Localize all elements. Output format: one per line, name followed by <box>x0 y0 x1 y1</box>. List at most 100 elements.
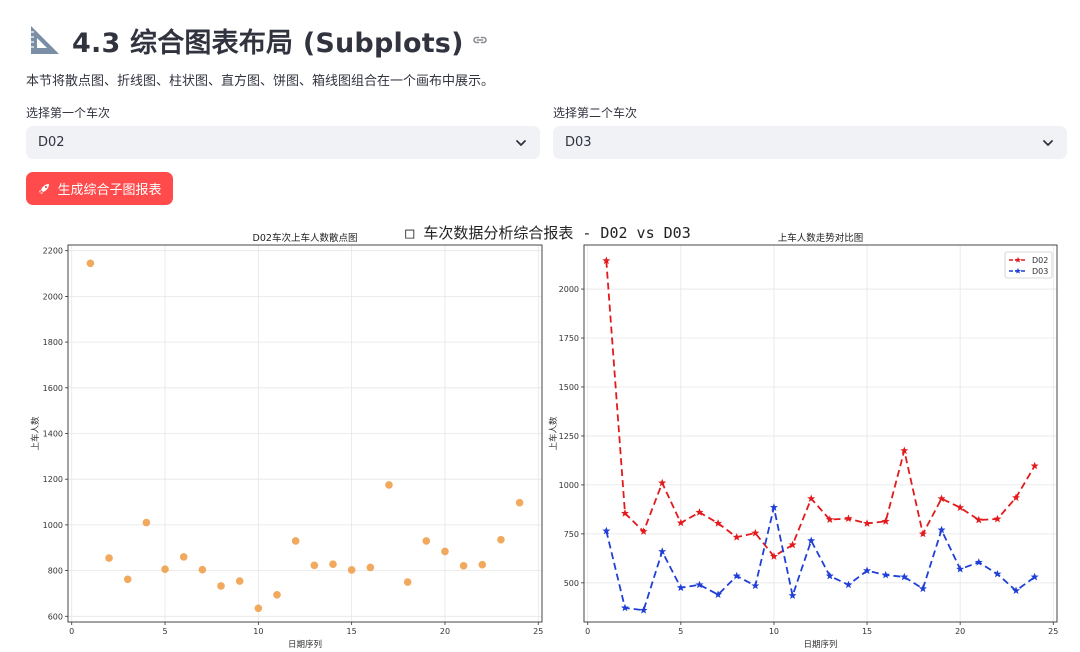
series-point-D03 <box>732 571 741 580</box>
series-point-D03 <box>751 581 760 590</box>
series-point-D02 <box>639 527 648 535</box>
scatter-point <box>366 563 375 572</box>
series-point-D03 <box>602 526 611 535</box>
scatter-point <box>422 537 431 545</box>
x-tick-label: 0 <box>69 627 74 636</box>
series-point-D02 <box>658 478 667 487</box>
y-tick-label: 2000 <box>559 285 579 294</box>
second-train-label: 选择第二个车次 <box>553 106 638 120</box>
x-tick-label: 5 <box>678 627 683 636</box>
scatter-point <box>403 578 412 586</box>
series-point-D02 <box>602 256 611 265</box>
generate-report-label: 生成综合子图报表 <box>57 182 162 197</box>
series-point-D03 <box>937 525 946 534</box>
series-point-D02 <box>863 519 872 527</box>
series-point-D03 <box>788 591 797 599</box>
series-point-D03 <box>639 606 648 614</box>
series-line-D03 <box>605 507 1036 612</box>
scatter-point <box>123 575 132 584</box>
triangle-ruler-icon <box>31 26 59 54</box>
scatter-point <box>459 561 468 570</box>
series-point-D02 <box>993 514 1002 523</box>
y-tick-label: 1500 <box>559 383 579 392</box>
scatter-point <box>142 518 151 527</box>
y-tick-label: 600 <box>48 612 63 621</box>
report-figure: □ 车次数据分析综合报表 - D02 vs D03 0 5 10 15 20 25 600 8… <box>30 224 1058 650</box>
series-point-D03 <box>769 503 778 511</box>
series-point-D03 <box>863 566 872 575</box>
series-point-D03 <box>900 572 909 581</box>
x-tick-label: 0 <box>585 627 590 636</box>
y-tick-label: 1400 <box>43 430 63 439</box>
series-point-D02 <box>956 503 965 512</box>
scatter-point <box>347 566 356 574</box>
series-point-D02 <box>937 494 946 503</box>
x-axis-label: 日期序列 <box>803 639 837 650</box>
subplot-title: D02车次上车人数散点图 <box>253 232 358 244</box>
series-point-D02 <box>1012 493 1021 502</box>
series-point-D02 <box>676 518 685 527</box>
y-tick-label: 500 <box>564 579 579 588</box>
scatter-point <box>478 560 487 569</box>
page-header: 4.3 综合图表布局 (Subplots) <box>28 18 488 62</box>
scatter-point <box>86 259 95 268</box>
y-tick-label: 1000 <box>43 521 63 530</box>
series-point-D03 <box>844 580 853 589</box>
second-train-select[interactable]: D03 <box>553 126 1067 159</box>
series-line-D02 <box>605 260 1036 558</box>
series-point-D03 <box>1030 572 1039 581</box>
y-tick-label: 750 <box>564 530 579 539</box>
series-point-D03 <box>825 571 834 580</box>
y-axis-label: 上车人数 <box>30 416 41 451</box>
series-point-D02 <box>732 533 741 541</box>
series-point-D02 <box>1030 461 1039 470</box>
series-point-D02 <box>844 514 853 522</box>
series-point-D03 <box>695 580 704 589</box>
scatter-point <box>105 554 113 562</box>
series-point-D02 <box>714 519 723 527</box>
series-point-D03 <box>974 558 983 566</box>
y-tick-label: 2000 <box>43 292 63 301</box>
y-tick-label: 800 <box>48 567 63 576</box>
x-tick-label: 25 <box>1048 627 1058 636</box>
y-tick-label: 1000 <box>559 481 579 490</box>
page-title: 4.3 综合图表布局 (Subplots) <box>72 27 464 59</box>
scatter-point <box>291 537 300 545</box>
scatter-point <box>441 547 449 556</box>
section-description: 本节将散点图、折线图、柱状图、直方图、饼图、箱线图组合在一个画布中展示。 <box>26 74 495 89</box>
scatter-point <box>497 535 505 544</box>
legend-marker <box>1014 256 1022 263</box>
x-tick-label: 10 <box>253 627 263 636</box>
y-axis-label: 上车人数 <box>548 416 559 451</box>
first-train-select[interactable]: D02 <box>26 126 540 159</box>
series-point-D02 <box>881 517 890 525</box>
series-point-D03 <box>714 590 723 598</box>
generate-report-button[interactable]: 生成综合子图报表 <box>26 172 173 205</box>
scatter-point <box>235 577 244 585</box>
figure-suptitle: □ 车次数据分析综合报表 - D02 vs D03 <box>405 224 690 242</box>
chevron-down-icon <box>1043 139 1053 146</box>
link-icon[interactable] <box>472 32 488 48</box>
subplot-title: 上车人数走势对比图 <box>778 232 864 244</box>
series-point-D03 <box>918 584 927 593</box>
x-tick-label: 15 <box>347 627 357 636</box>
rocket-icon <box>39 183 50 194</box>
scatter-point <box>217 582 225 590</box>
x-tick-label: 20 <box>955 627 965 636</box>
x-tick-label: 10 <box>769 627 779 636</box>
series-point-D02 <box>825 515 834 523</box>
plot-frame <box>583 244 1058 623</box>
scatter-point <box>515 498 524 507</box>
y-tick-label: 1200 <box>43 475 63 484</box>
scatter-point <box>254 604 263 613</box>
first-train-value: D02 <box>38 135 65 150</box>
scatter-point <box>161 565 169 574</box>
legend-label: D02 <box>1032 256 1048 265</box>
scatter-point <box>385 481 393 489</box>
legend-marker <box>1014 267 1022 274</box>
y-tick-label: 1250 <box>559 432 579 441</box>
y-tick-label: 2200 <box>43 247 63 256</box>
series-point-D02 <box>695 508 704 516</box>
y-tick-label: 1750 <box>559 334 579 343</box>
series-point-D02 <box>974 515 983 524</box>
